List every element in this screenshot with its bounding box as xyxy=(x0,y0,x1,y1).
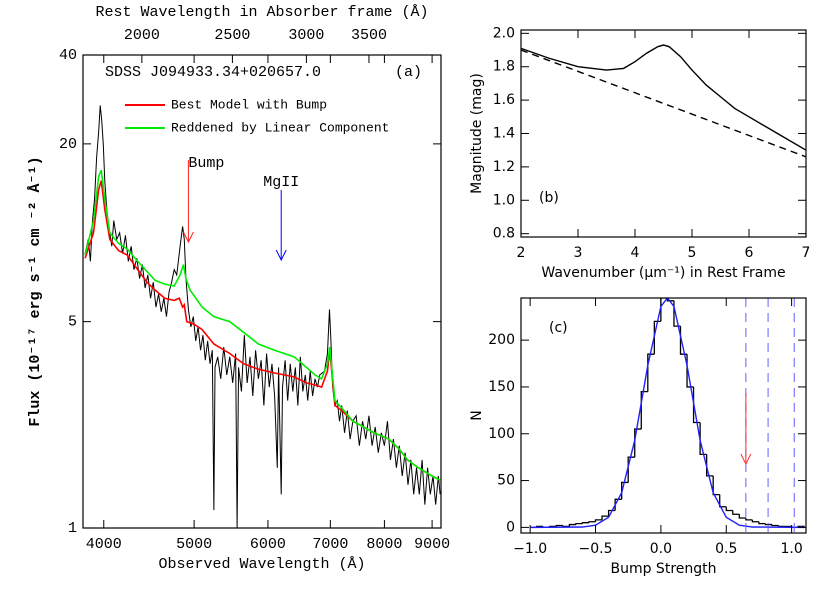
histogram-step xyxy=(627,456,635,483)
y-tick-label: 0 xyxy=(506,519,515,535)
histogram-step xyxy=(594,519,603,522)
histogram-step xyxy=(745,518,753,521)
plot-area xyxy=(521,44,806,158)
histogram-step xyxy=(647,353,655,392)
x-tick-label: 9000 xyxy=(414,536,450,553)
histogram-step xyxy=(751,519,759,523)
y-tick-label: 1.4 xyxy=(493,126,515,142)
histogram-step xyxy=(738,514,746,519)
x2-tick-label: 3000 xyxy=(288,27,324,44)
histogram-step xyxy=(562,525,570,528)
y-tick-label: 200 xyxy=(488,332,515,348)
histogram-step xyxy=(653,320,661,355)
arrow-head xyxy=(275,249,287,262)
histogram-step xyxy=(705,454,714,477)
histogram-step xyxy=(568,523,576,527)
histogram-step xyxy=(725,506,733,512)
series-line xyxy=(84,169,441,482)
panel-label: (a) xyxy=(395,64,422,81)
plot-frame xyxy=(520,297,807,534)
y-axis-title: N xyxy=(469,410,485,420)
y-tick-label: 2.0 xyxy=(493,25,515,41)
x-tick-label: 4 xyxy=(631,245,640,261)
x-tick-label: −1.0 xyxy=(513,541,547,557)
plot-frame xyxy=(520,29,807,238)
panel: 4000 5000 6000 7000 8000 9000 1 5 20 40 2000 2500 30… xyxy=(27,4,450,573)
y-axis-title: Magnitude (mag) xyxy=(469,73,485,194)
annotation-text: Bump xyxy=(188,155,224,172)
x-tick-label: 7 xyxy=(802,245,811,261)
arrow-head xyxy=(182,231,194,244)
histogram-step xyxy=(660,298,668,322)
histogram-step xyxy=(777,525,786,528)
x2-tick-label: 3500 xyxy=(351,27,387,44)
series-line xyxy=(530,298,805,529)
histogram-step xyxy=(575,522,583,525)
plot-frame xyxy=(82,54,442,529)
x-tick-label: −0.5 xyxy=(579,541,613,557)
series-line xyxy=(84,180,441,482)
histogram-step xyxy=(771,524,779,527)
series-line xyxy=(521,44,806,151)
histogram-step xyxy=(588,521,596,523)
panel: −1.0 −0.5 0.0 0.5 1.0 0 50 100 150 200 Bump Streng… xyxy=(469,297,807,577)
y-tick-label: 1.2 xyxy=(493,159,515,175)
x-tick-label: 0.0 xyxy=(650,541,672,557)
y-tick-label: 50 xyxy=(497,473,515,489)
y-tick-label: 1.0 xyxy=(493,192,515,208)
x-tick-label: 2 xyxy=(517,245,526,261)
histogram-step xyxy=(764,523,773,526)
annotation-text: MgII xyxy=(263,174,299,191)
x-tick-label: 8000 xyxy=(366,536,402,553)
chart-title: SDSS J094933.34+020657.0 xyxy=(105,64,321,81)
series-line xyxy=(84,105,441,528)
y-tick-label: 5 xyxy=(68,314,77,331)
histogram-step xyxy=(699,422,707,456)
x-tick-label: 0.5 xyxy=(715,541,737,557)
legend-label: Reddened by Linear Component xyxy=(171,120,389,135)
series-line xyxy=(521,49,806,158)
panel: 2 3 4 5 6 7 0.8 1.0 1.2 1.4 1.6 1.8 2.0 Wavenumber (μ… xyxy=(469,25,810,281)
histogram-step xyxy=(555,524,563,527)
y-tick-label: 1.8 xyxy=(493,59,515,75)
y-tick-label: 1.6 xyxy=(493,92,515,108)
histogram-step xyxy=(712,475,720,496)
histogram-step xyxy=(581,522,589,524)
histogram-step xyxy=(719,494,727,508)
histogram-step xyxy=(614,498,622,511)
histogram-step xyxy=(640,390,648,430)
x-tick-label: 7000 xyxy=(312,536,348,553)
x-tick-label: 5000 xyxy=(176,536,212,553)
x-tick-label: 4000 xyxy=(86,536,122,553)
y-tick-label: 0.8 xyxy=(493,226,515,242)
histogram-step xyxy=(634,428,642,458)
legend-label: Best Model with Bump xyxy=(171,97,327,112)
histogram-step xyxy=(601,515,609,520)
x2-tick-label: 2000 xyxy=(124,27,160,44)
y-tick-label: 100 xyxy=(488,426,515,442)
y-tick-label: 150 xyxy=(488,379,515,395)
y-tick-label: 40 xyxy=(59,47,77,64)
plot-area xyxy=(84,105,441,528)
arrow-head xyxy=(740,453,752,466)
plot-area xyxy=(530,298,805,529)
x-axis-title: Bump Strength xyxy=(610,561,716,577)
x2-tick-label: 2500 xyxy=(214,27,250,44)
panel-label: (c) xyxy=(549,320,568,336)
x2-axis-title: Rest Wavelength in Absorber frame (Å) xyxy=(95,4,428,21)
x-tick-label: 6 xyxy=(745,245,754,261)
x-tick-label: 1.0 xyxy=(780,541,802,557)
x-axis-title: Observed Wavelength (Å) xyxy=(158,556,365,573)
histogram-step xyxy=(732,510,740,515)
histogram-step xyxy=(758,521,766,525)
y-axis-title: Flux (10⁻¹⁷ erg s⁻¹ cm ⁻² Å⁻¹) xyxy=(27,156,44,426)
x-tick-label: 6000 xyxy=(250,536,286,553)
x-tick-label: 5 xyxy=(688,245,697,261)
x-tick-label: 3 xyxy=(574,245,583,261)
y-tick-label: 20 xyxy=(59,136,77,153)
panel-label: (b) xyxy=(539,190,559,206)
y-tick-label: 1 xyxy=(68,520,77,537)
x-axis-title: Wavenumber (μm⁻¹) in Rest Frame xyxy=(541,265,785,281)
